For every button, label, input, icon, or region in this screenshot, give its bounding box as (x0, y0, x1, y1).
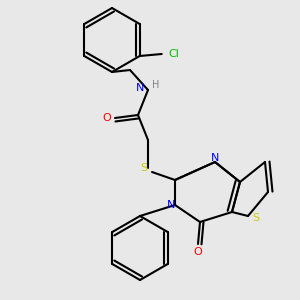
Text: N: N (211, 153, 219, 163)
Text: N: N (167, 200, 175, 210)
Text: O: O (103, 113, 111, 123)
Text: Cl: Cl (168, 49, 179, 59)
Text: N: N (136, 83, 144, 93)
Text: S: S (252, 213, 260, 223)
Text: O: O (194, 247, 202, 257)
Text: S: S (140, 163, 148, 173)
Text: H: H (152, 80, 160, 90)
